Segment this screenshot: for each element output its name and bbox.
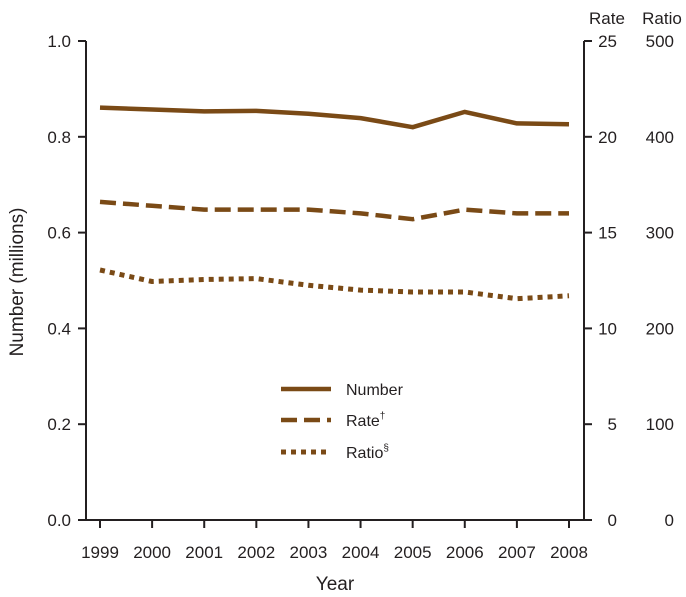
ratio-tick-label: 300 — [646, 224, 674, 243]
rate-tick-label: 25 — [598, 32, 617, 51]
rate-axis-title: Rate — [589, 9, 625, 28]
x-tick-label: 2002 — [237, 543, 275, 562]
x-tick-label: 2001 — [185, 543, 223, 562]
rate-tick-label: 5 — [608, 415, 617, 434]
legend-label-rate: Rate† — [346, 411, 385, 430]
x-tick-label: 2006 — [446, 543, 484, 562]
legend: Number Rate† Ratio§ — [281, 382, 404, 462]
right-axis-ticks: 0 0 5 100 10 200 15 300 20 400 25 500 — [584, 32, 674, 530]
ratio-tick-label: 200 — [646, 319, 674, 338]
legend-label-ratio: Ratio§ — [346, 443, 389, 462]
ratio-tick-label: 100 — [646, 415, 674, 434]
rate-tick-label: 20 — [598, 128, 617, 147]
series-layer — [99, 105, 570, 302]
left-tick-label: 0.8 — [47, 128, 71, 147]
x-tick-label: 1999 — [81, 543, 119, 562]
left-tick-label: 0.6 — [47, 224, 71, 243]
x-tick-label: 2005 — [394, 543, 432, 562]
legend-label-number: Number — [346, 382, 404, 399]
rate-tick-label: 10 — [598, 319, 617, 338]
left-tick-label: 1.0 — [47, 32, 71, 51]
rate-tick-label: 15 — [598, 224, 617, 243]
series-line-rate — [99, 199, 569, 222]
series-line-number — [99, 105, 570, 130]
x-tick-label: 2007 — [498, 543, 536, 562]
x-tick-label: 2008 — [550, 543, 588, 562]
y-axis-title: Number (millions) — [7, 208, 28, 357]
x-tick-label: 2000 — [133, 543, 171, 562]
ratio-axis-title: Ratio — [642, 9, 682, 28]
left-tick-label: 0.0 — [47, 511, 71, 530]
ratio-tick-label: 0 — [665, 511, 674, 530]
series-line-ratio — [99, 267, 570, 302]
x-tick-label: 2003 — [290, 543, 328, 562]
plot-frame — [85, 41, 585, 521]
left-axis-ticks: 0.0 0.2 0.4 0.6 0.8 1.0 — [47, 32, 86, 530]
rate-tick-label: 0 — [608, 511, 617, 530]
x-axis-ticks: 1999 2000 2001 2002 2003 2004 2005 2006 2007 2008 — [81, 520, 588, 562]
ratio-tick-label: 400 — [646, 128, 674, 147]
ratio-tick-label: 500 — [646, 32, 674, 51]
left-tick-label: 0.2 — [47, 415, 71, 434]
left-tick-label: 0.4 — [47, 319, 71, 338]
x-axis-title: Year — [316, 574, 355, 595]
x-tick-label: 2004 — [342, 543, 380, 562]
